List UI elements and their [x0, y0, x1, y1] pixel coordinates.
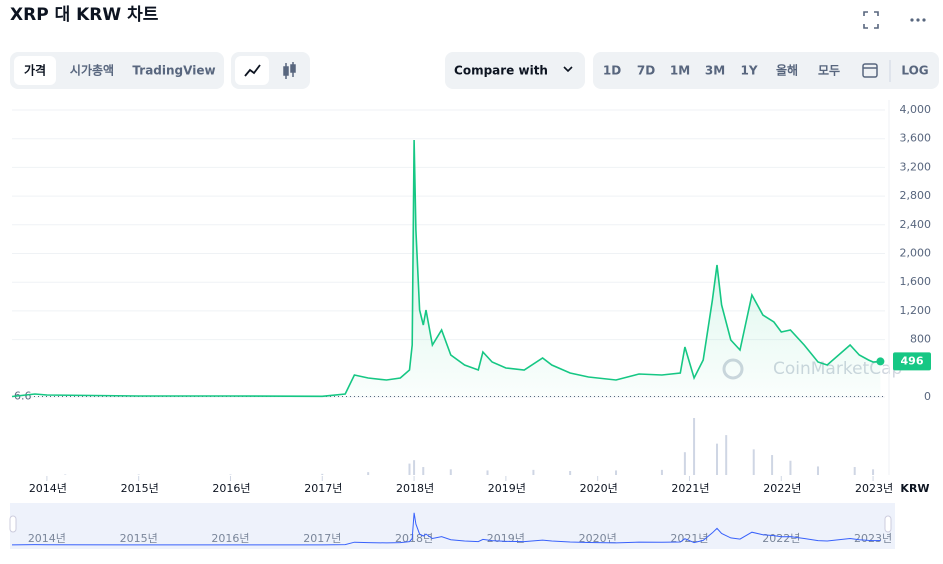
- volume-bar: [229, 474, 232, 475]
- volume-bar: [532, 469, 535, 475]
- volume-bar: [771, 455, 774, 475]
- x-tick-label: 2018년: [396, 482, 434, 495]
- volume-bar: [660, 469, 663, 475]
- volume-bar: [789, 460, 792, 475]
- x-tick-label: 2022년: [763, 482, 801, 495]
- last-value-label: 496: [901, 354, 924, 367]
- tab[interactable]: 시가총액: [70, 63, 114, 78]
- calendar-icon[interactable]: [862, 63, 878, 78]
- range-button[interactable]: 1D: [603, 64, 621, 78]
- volume-bar: [615, 470, 618, 475]
- last-point: [876, 357, 885, 366]
- volume-bar: [853, 467, 856, 475]
- x-tick-label: 2019년: [488, 482, 526, 495]
- navigator-label: 2022년: [762, 532, 800, 545]
- navigator-label: 2021년: [670, 532, 708, 545]
- x-tick-label: 2021년: [671, 482, 709, 495]
- volume-bar: [486, 470, 489, 475]
- log-button[interactable]: LOG: [901, 64, 928, 78]
- candle-icon[interactable]: [283, 62, 296, 79]
- volume-bar: [321, 473, 324, 475]
- navigator-label: 2019년: [487, 532, 525, 545]
- compare-label[interactable]: Compare with: [454, 64, 548, 78]
- range-button[interactable]: 올해: [776, 64, 798, 78]
- tab[interactable]: 가격: [24, 63, 46, 78]
- y-tick-label: 2,400: [900, 218, 932, 231]
- fullscreen-icon[interactable]: [863, 11, 879, 29]
- navigator: [10, 503, 895, 549]
- volume-bar: [716, 443, 719, 475]
- navigator-label: 2020년: [579, 532, 617, 545]
- navigator-label: 2015년: [120, 532, 158, 545]
- x-tick-label: 2015년: [121, 482, 159, 495]
- range-button[interactable]: 7D: [637, 64, 655, 78]
- volume-bar: [137, 474, 140, 475]
- tab[interactable]: TradingView: [132, 64, 215, 78]
- volume-bar: [449, 469, 452, 475]
- navigator-label: 2017년: [303, 532, 341, 545]
- range-button[interactable]: 모두: [818, 64, 840, 78]
- navigator-handle[interactable]: [9, 515, 17, 533]
- volume-bar: [422, 467, 425, 475]
- volume-bar: [872, 469, 875, 475]
- y-tick-label: 3,200: [900, 160, 932, 173]
- y-tick-label: 0: [924, 390, 931, 403]
- range-button[interactable]: 3M: [705, 64, 725, 78]
- volume-bar: [64, 474, 67, 475]
- navigator-line: [11, 512, 881, 546]
- volume-bar: [408, 463, 411, 475]
- y-tick-label: 3,600: [900, 132, 932, 145]
- volume-bar: [725, 435, 728, 475]
- y-tick-label: 4,000: [900, 103, 932, 116]
- x-tick-label: 2017년: [304, 482, 342, 495]
- x-tick-label: 2023년: [855, 482, 893, 495]
- active-tab[interactable]: [14, 56, 56, 85]
- more-icon[interactable]: [910, 18, 926, 22]
- volume-bar: [752, 449, 755, 475]
- tab-group: [10, 52, 224, 89]
- currency-label: KRW: [900, 482, 929, 495]
- y-tick-label: 2,000: [900, 247, 932, 260]
- volume-bar: [367, 472, 370, 475]
- volume-bar: [413, 460, 416, 475]
- line-icon: [244, 64, 261, 77]
- area: [12, 140, 881, 397]
- price-line: [11, 139, 881, 398]
- y-tick-label: 1,200: [900, 304, 932, 317]
- compare-button[interactable]: [445, 52, 585, 89]
- x-tick-label: 2016년: [212, 482, 250, 495]
- range-group: [593, 52, 939, 89]
- volume-bar: [816, 466, 819, 475]
- navigator-handle[interactable]: [884, 515, 892, 533]
- x-tick-label: 2020년: [580, 482, 618, 495]
- range-button[interactable]: 1Y: [740, 64, 757, 78]
- y-tick-label: 800: [910, 333, 931, 346]
- title: XRP 대 KRW 차트: [10, 5, 159, 25]
- navigator-label: 2023년: [854, 532, 892, 545]
- volume-bar: [693, 418, 696, 475]
- navigator-label: 2014년: [28, 532, 66, 545]
- volume-bar: [683, 452, 686, 475]
- range-button[interactable]: 1M: [670, 64, 690, 78]
- volume-bar: [569, 471, 572, 475]
- y-tick-label: 2,800: [900, 189, 932, 202]
- chevron: [563, 66, 573, 73]
- navigator-label: 2016년: [211, 532, 249, 545]
- last-value-box: [893, 352, 931, 371]
- x-tick-label: 2014년: [29, 482, 67, 495]
- y-tick-label: 1,600: [900, 275, 932, 288]
